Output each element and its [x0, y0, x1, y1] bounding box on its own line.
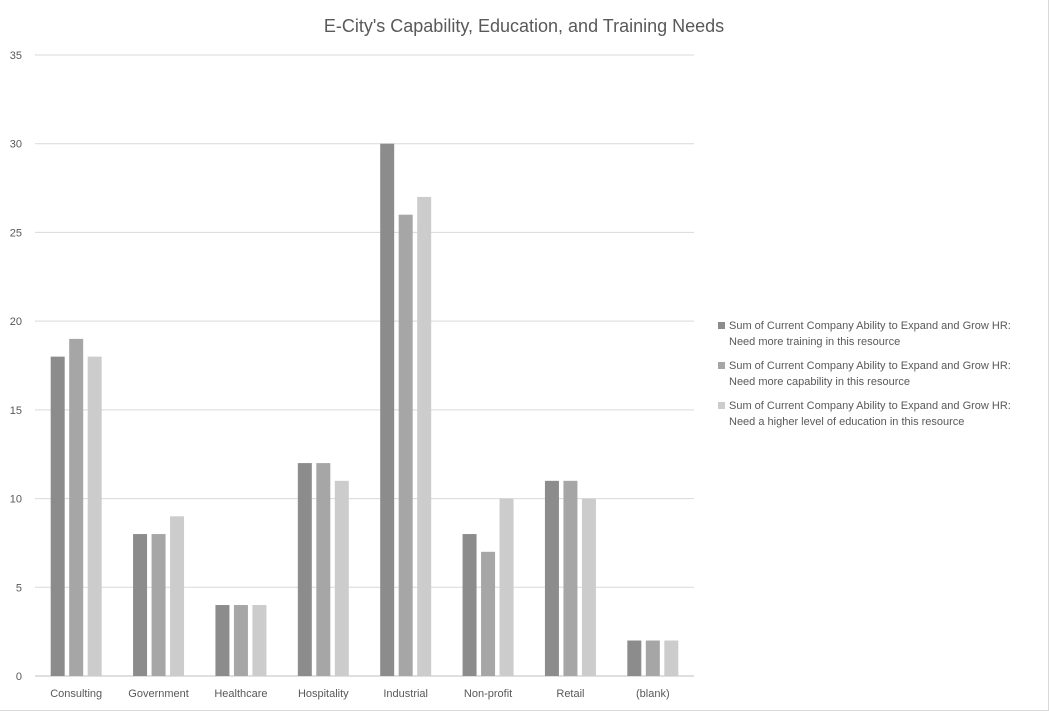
y-axis-ticks: 0 5 10 15 20 25 30 35 — [10, 50, 22, 683]
legend-swatch-capability — [718, 362, 725, 369]
legend-item-training: Sum of Current Company Ability to Expand… — [718, 318, 1043, 350]
bar-government-series-2 — [151, 534, 166, 676]
chart-title: E-City's Capability, Education, and Trai… — [324, 16, 724, 36]
y-tick-label: 5 — [16, 582, 22, 594]
bar-consulting-series-2 — [69, 338, 84, 676]
bar-non-profit-series-3 — [499, 498, 514, 676]
bar-hospitality-series-1 — [297, 463, 312, 676]
legend-item-education: Sum of Current Company Ability to Expand… — [718, 398, 1043, 430]
bar-healthcare-series-2 — [233, 605, 248, 676]
x-category-label: Retail — [556, 688, 584, 700]
bar-retail-series-2 — [563, 480, 578, 676]
y-tick-label: 25 — [10, 227, 22, 239]
bar-retail-series-1 — [544, 480, 559, 676]
x-category-label: Industrial — [383, 688, 428, 700]
y-tick-label: 15 — [10, 405, 22, 417]
legend-item-capability: Sum of Current Company Ability to Expand… — [718, 358, 1043, 390]
legend-label-training: Sum of Current Company Ability to Expand… — [729, 320, 1011, 348]
bar-hospitality-series-2 — [316, 463, 331, 676]
x-category-label: (blank) — [636, 688, 670, 700]
x-category-label: Non-profit — [464, 688, 512, 700]
bar-blank-series-1 — [627, 640, 642, 676]
legend-swatch-education — [718, 402, 725, 409]
y-tick-label: 35 — [10, 50, 22, 62]
legend-label-capability: Sum of Current Company Ability to Expand… — [729, 360, 1011, 388]
y-tick-label: 0 — [16, 671, 22, 683]
bar-consulting-series-1 — [50, 356, 65, 676]
bars — [50, 143, 679, 676]
x-axis-categories: Consulting Government Healthcare Hospitalit… — [50, 688, 669, 700]
bar-industrial-series-2 — [398, 214, 413, 676]
bar-non-profit-series-1 — [462, 534, 477, 676]
bar-industrial-series-3 — [417, 196, 432, 676]
bar-healthcare-series-3 — [252, 605, 267, 676]
y-tick-label: 30 — [10, 139, 22, 151]
bar-blank-series-3 — [664, 640, 679, 676]
bar-government-series-1 — [133, 534, 148, 676]
bar-healthcare-series-1 — [215, 605, 230, 676]
bar-non-profit-series-2 — [481, 551, 496, 676]
legend-label-education: Sum of Current Company Ability to Expand… — [729, 400, 1011, 428]
bar-government-series-3 — [170, 516, 185, 676]
bar-retail-series-3 — [581, 498, 596, 676]
x-category-label: Consulting — [50, 688, 102, 700]
x-category-label: Hospitality — [298, 688, 349, 700]
bar-industrial-series-1 — [380, 143, 395, 676]
x-category-label: Government — [128, 688, 189, 700]
bar-blank-series-2 — [645, 640, 660, 676]
y-tick-label: 10 — [10, 494, 22, 506]
y-tick-label: 20 — [10, 316, 22, 328]
bar-hospitality-series-3 — [334, 480, 349, 676]
legend-swatch-training — [718, 322, 725, 329]
legend: Sum of Current Company Ability to Expand… — [718, 318, 1043, 438]
bar-consulting-series-3 — [87, 356, 102, 676]
x-category-label: Healthcare — [214, 688, 267, 700]
